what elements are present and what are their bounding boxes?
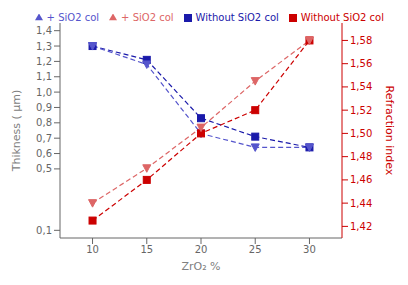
html-text:+ SiO2 col: + SiO2 col xyxy=(46,12,100,23)
svg-text:1,2: 1,2 xyxy=(36,56,52,67)
svg-text:1,50: 1,50 xyxy=(350,128,372,139)
svg-text:1,1: 1,1 xyxy=(36,71,52,82)
svg-text:10: 10 xyxy=(86,244,99,255)
svg-text:1,46: 1,46 xyxy=(350,174,372,185)
svg-text:1,52: 1,52 xyxy=(350,105,372,116)
svg-text:30: 30 xyxy=(303,244,316,255)
svg-text:0,8: 0,8 xyxy=(36,117,52,128)
svg-text:0,6: 0,6 xyxy=(36,148,52,159)
svg-text:1,4: 1,4 xyxy=(36,25,52,36)
svg-text:1,58: 1,58 xyxy=(350,35,372,46)
svg-text:0,1: 0,1 xyxy=(36,225,52,236)
svg-text:1,56: 1,56 xyxy=(350,58,372,69)
svg-text:0,5: 0,5 xyxy=(36,163,52,174)
svg-text:1,42: 1,42 xyxy=(350,221,372,232)
svg-text:1,48: 1,48 xyxy=(350,151,372,162)
html-text:Without SiO2 col: Without SiO2 col xyxy=(195,12,279,23)
svg-text:1,3: 1,3 xyxy=(36,41,52,52)
svg-text:25: 25 xyxy=(249,244,262,255)
svg-text:1,54: 1,54 xyxy=(350,81,372,92)
svg-text:0,9: 0,9 xyxy=(36,102,52,113)
svg-text:Refraction index: Refraction index xyxy=(383,86,396,176)
svg-text:20: 20 xyxy=(195,244,208,255)
html-text:Without SiO2 col: Without SiO2 col xyxy=(300,12,384,23)
svg-text:Thikness ( μm): Thikness ( μm) xyxy=(10,90,23,173)
html-text:+ SiO2 col: + SiO2 col xyxy=(121,12,174,23)
svg-text:1,44: 1,44 xyxy=(350,198,372,209)
svg-text:0,7: 0,7 xyxy=(36,133,52,144)
svg-text:ZrO₂ %: ZrO₂ % xyxy=(181,260,220,273)
svg-text:15: 15 xyxy=(140,244,153,255)
svg-text:1,0: 1,0 xyxy=(36,87,52,98)
